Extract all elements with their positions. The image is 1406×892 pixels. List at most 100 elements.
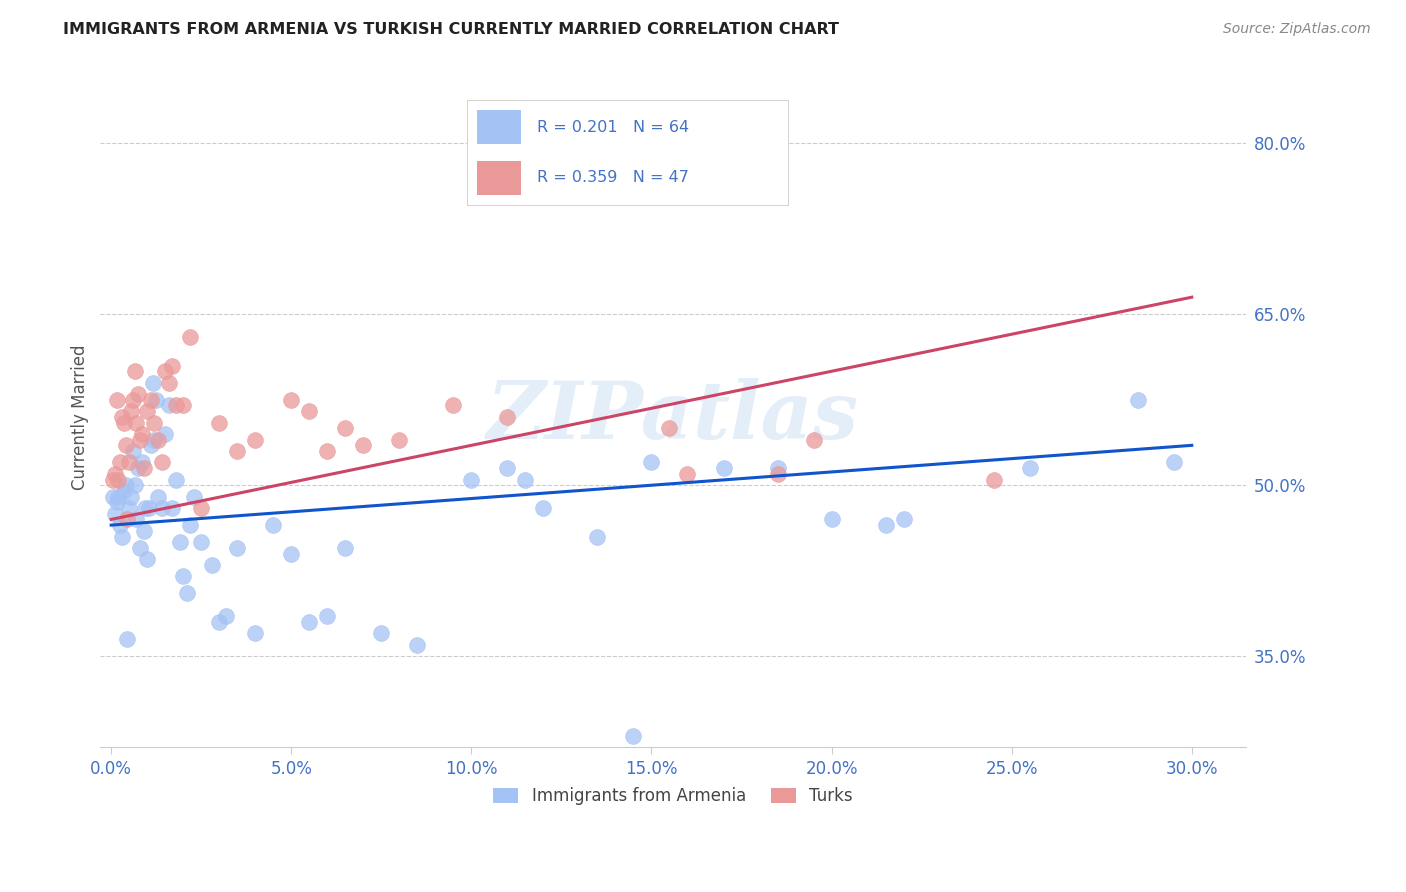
Point <box>162 359 184 373</box>
Point <box>120 490 142 504</box>
Point <box>280 547 302 561</box>
Point <box>132 461 155 475</box>
Point <box>983 473 1005 487</box>
Point <box>111 529 134 543</box>
Point <box>179 518 201 533</box>
Point <box>215 609 238 624</box>
Point <box>201 558 224 572</box>
Point <box>162 501 184 516</box>
Text: ZIPatlas: ZIPatlas <box>486 378 859 456</box>
Point <box>129 433 152 447</box>
Text: IMMIGRANTS FROM ARMENIA VS TURKISH CURRENTLY MARRIED CORRELATION CHART: IMMIGRANTS FROM ARMENIA VS TURKISH CURRE… <box>63 22 839 37</box>
Point <box>820 512 842 526</box>
Point <box>118 501 141 516</box>
Point <box>169 535 191 549</box>
Point <box>134 501 156 516</box>
Point <box>104 507 127 521</box>
Point <box>1018 461 1040 475</box>
Point <box>531 501 554 516</box>
Point <box>335 421 357 435</box>
Point <box>803 433 825 447</box>
Point <box>125 512 148 526</box>
Point <box>104 467 127 481</box>
Point <box>136 552 159 566</box>
Point <box>131 455 153 469</box>
Point <box>176 586 198 600</box>
Point <box>150 455 173 469</box>
Point <box>460 473 482 487</box>
Point <box>120 404 142 418</box>
Point <box>316 609 339 624</box>
Point <box>766 461 789 475</box>
Point <box>640 455 662 469</box>
Point <box>245 626 267 640</box>
Point <box>496 409 519 424</box>
Point <box>139 392 162 407</box>
Point <box>262 518 284 533</box>
Point <box>1163 455 1185 469</box>
Point <box>105 392 128 407</box>
Point <box>150 501 173 516</box>
Point <box>316 444 339 458</box>
Point <box>352 438 374 452</box>
Point <box>125 416 148 430</box>
Point <box>875 518 897 533</box>
Point <box>108 518 131 533</box>
Point <box>893 512 915 526</box>
Point <box>146 433 169 447</box>
Point <box>146 490 169 504</box>
Point <box>107 473 129 487</box>
Point <box>107 490 129 504</box>
Point <box>172 569 194 583</box>
Point <box>111 409 134 424</box>
Point <box>406 638 429 652</box>
Point <box>245 433 267 447</box>
Point <box>127 387 149 401</box>
Point <box>136 404 159 418</box>
Point <box>124 364 146 378</box>
Point <box>179 330 201 344</box>
Point <box>114 438 136 452</box>
Point <box>112 416 135 430</box>
Text: Source: ZipAtlas.com: Source: ZipAtlas.com <box>1223 22 1371 37</box>
Point <box>183 490 205 504</box>
Point <box>441 399 464 413</box>
Point <box>121 392 143 407</box>
Point <box>335 541 357 555</box>
Point <box>165 399 187 413</box>
Point <box>157 399 180 413</box>
Point <box>172 399 194 413</box>
Point <box>101 490 124 504</box>
Point <box>1126 392 1149 407</box>
Point <box>298 404 321 418</box>
Point <box>153 426 176 441</box>
Point <box>298 615 321 629</box>
Point <box>153 364 176 378</box>
Point <box>226 541 249 555</box>
Point <box>112 483 135 498</box>
Point <box>388 433 411 447</box>
Point <box>124 478 146 492</box>
Point <box>658 421 681 435</box>
Point <box>143 416 166 430</box>
Point <box>190 501 212 516</box>
Point <box>226 444 249 458</box>
Point <box>101 473 124 487</box>
Legend: Immigrants from Armenia, Turks: Immigrants from Armenia, Turks <box>486 780 859 812</box>
Point <box>586 529 609 543</box>
Point <box>157 376 180 390</box>
Point <box>713 461 735 475</box>
Point <box>121 444 143 458</box>
Point <box>127 461 149 475</box>
Point <box>370 626 392 640</box>
Point <box>129 541 152 555</box>
Point <box>143 433 166 447</box>
Point <box>117 632 139 646</box>
Point <box>208 615 231 629</box>
Point <box>108 455 131 469</box>
Point <box>132 524 155 538</box>
Point <box>114 478 136 492</box>
Point <box>165 473 187 487</box>
Point <box>623 187 645 202</box>
Point <box>117 512 139 526</box>
